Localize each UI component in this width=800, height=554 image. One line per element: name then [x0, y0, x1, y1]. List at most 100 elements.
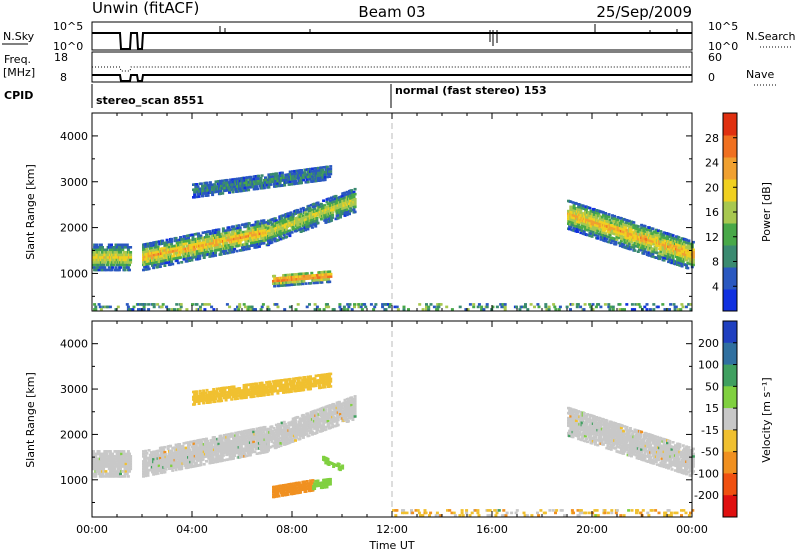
power-echo-cell: [328, 270, 332, 273]
velocity-echo-cell: [252, 428, 256, 431]
nsky-tick-low: 10^0: [53, 40, 83, 53]
power-echo-cell: [619, 234, 623, 238]
power-echo-cell: [341, 194, 345, 198]
power-echo-cell: [230, 245, 234, 249]
power-echo-cell: [643, 305, 647, 309]
power-echo-cell: [117, 263, 121, 267]
velocity-echo-cell: [185, 463, 189, 467]
power-echo-cell: [274, 219, 278, 222]
power-echo-cell: [237, 231, 241, 235]
power-echo-cell: [348, 303, 352, 306]
power-echo-cell: [681, 305, 685, 309]
power-echo-cell: [595, 216, 599, 220]
power-echo-cell: [536, 303, 540, 306]
velocity-echo-cell: [216, 460, 220, 463]
power-echo-cell: [630, 240, 633, 244]
power-echo-cell: [344, 193, 348, 197]
power-echo-cell: [603, 229, 606, 232]
power-echo-cell: [219, 253, 223, 256]
power-echo-cell: [201, 231, 205, 234]
power-echo-cell: [643, 224, 647, 228]
velocity-echo-cell: [261, 433, 265, 437]
power-echo-cell: [293, 169, 297, 173]
power-echo-cell: [347, 305, 351, 309]
velocity-echo-cell: [144, 459, 148, 463]
power-echo-cell: [350, 308, 354, 311]
velocity-echo-cell: [247, 431, 251, 435]
power-echo-cell: [152, 266, 156, 270]
velocity-echo-cell: [252, 440, 256, 444]
power-ytick-label: 1000: [60, 267, 88, 280]
power-echo-cell: [225, 246, 229, 250]
velocity-echo-cell: [220, 439, 224, 442]
power-echo-cell: [190, 253, 194, 257]
colorbar-swatch: [723, 179, 737, 202]
power-echo-cell: [374, 303, 378, 306]
power-echo-cell: [633, 308, 637, 311]
power-echo-cell: [363, 303, 367, 306]
power-echo-cell: [657, 244, 660, 248]
power-echo-cell: [686, 266, 690, 270]
power-echo-cell: [280, 174, 284, 177]
power-echo-cell: [622, 243, 626, 246]
velocity-echo-cell: [190, 445, 194, 449]
velocity-echo-cell: [94, 455, 98, 458]
power-echo-cell: [579, 231, 583, 235]
power-echo-cell: [178, 253, 181, 257]
nsky-panel: N.Sky 10^5 10^0 10^5 10^0 N.Search: [2, 20, 796, 53]
power-echo-band: [267, 187, 357, 245]
power-echo-cell: [547, 305, 551, 309]
velocity-echo-cell: [147, 449, 151, 452]
power-echo-cell: [247, 244, 251, 248]
power-echo-cell: [582, 230, 586, 233]
power-echo-cell: [303, 168, 307, 172]
velocity-echo-cell: [144, 454, 148, 458]
power-echo-cell: [572, 216, 576, 220]
power-echo-cell: [176, 308, 180, 311]
power-echo-cell: [604, 239, 608, 243]
velocity-echo-cell: [146, 464, 150, 467]
power-echo-cell: [99, 243, 103, 247]
velocity-echo-cell: [124, 470, 128, 473]
power-echo-cell: [472, 305, 476, 309]
power-echo-cell: [340, 197, 344, 201]
power-echo-cell: [596, 234, 600, 238]
velocity-echo-cell: [187, 466, 190, 469]
velocity-echo-cell: [113, 455, 117, 458]
power-echo-cell: [328, 214, 332, 218]
power-echo-cell: [524, 305, 527, 309]
power-echo-cell: [97, 303, 101, 306]
velocity-echo-cell: [217, 442, 221, 446]
velocity-echo-cell: [103, 475, 107, 478]
power-echo-cell: [160, 262, 163, 266]
power-echo-cell: [673, 262, 677, 266]
power-echo-cell: [105, 248, 109, 252]
power-echo-cell: [147, 308, 151, 311]
power-echo-cell: [343, 214, 347, 217]
power-echo-cell: [681, 250, 685, 253]
power-echo-cell: [225, 181, 229, 184]
power-echo-cell: [167, 245, 171, 249]
power-echo-cell: [611, 308, 615, 311]
velocity-echo-cell: [223, 458, 226, 462]
power-echo-cell: [663, 308, 667, 311]
velocity-echo-cell: [205, 460, 208, 463]
power-echo-band: [92, 243, 133, 272]
velocity-echo-cell: [146, 474, 150, 477]
velocity-echo-cell: [108, 475, 112, 478]
power-echo-cell: [609, 221, 613, 224]
power-echo-cell: [544, 303, 548, 306]
velocity-echo-cell: [235, 436, 239, 440]
velocity-echo-cell: [223, 434, 226, 437]
power-echo-cell: [353, 203, 357, 206]
velocity-echo-cell: [104, 457, 108, 461]
power-echo-cell: [157, 263, 161, 266]
power-echo-cell: [293, 182, 297, 186]
power-echo-cell: [632, 221, 636, 224]
velocity-echo-cell: [205, 442, 208, 446]
velocity-echo-cell: [175, 460, 179, 464]
power-echo-cell: [206, 194, 210, 197]
power-echo-cell: [659, 230, 663, 233]
velocity-echo-cell: [156, 472, 160, 475]
power-echo-cell: [389, 303, 392, 306]
